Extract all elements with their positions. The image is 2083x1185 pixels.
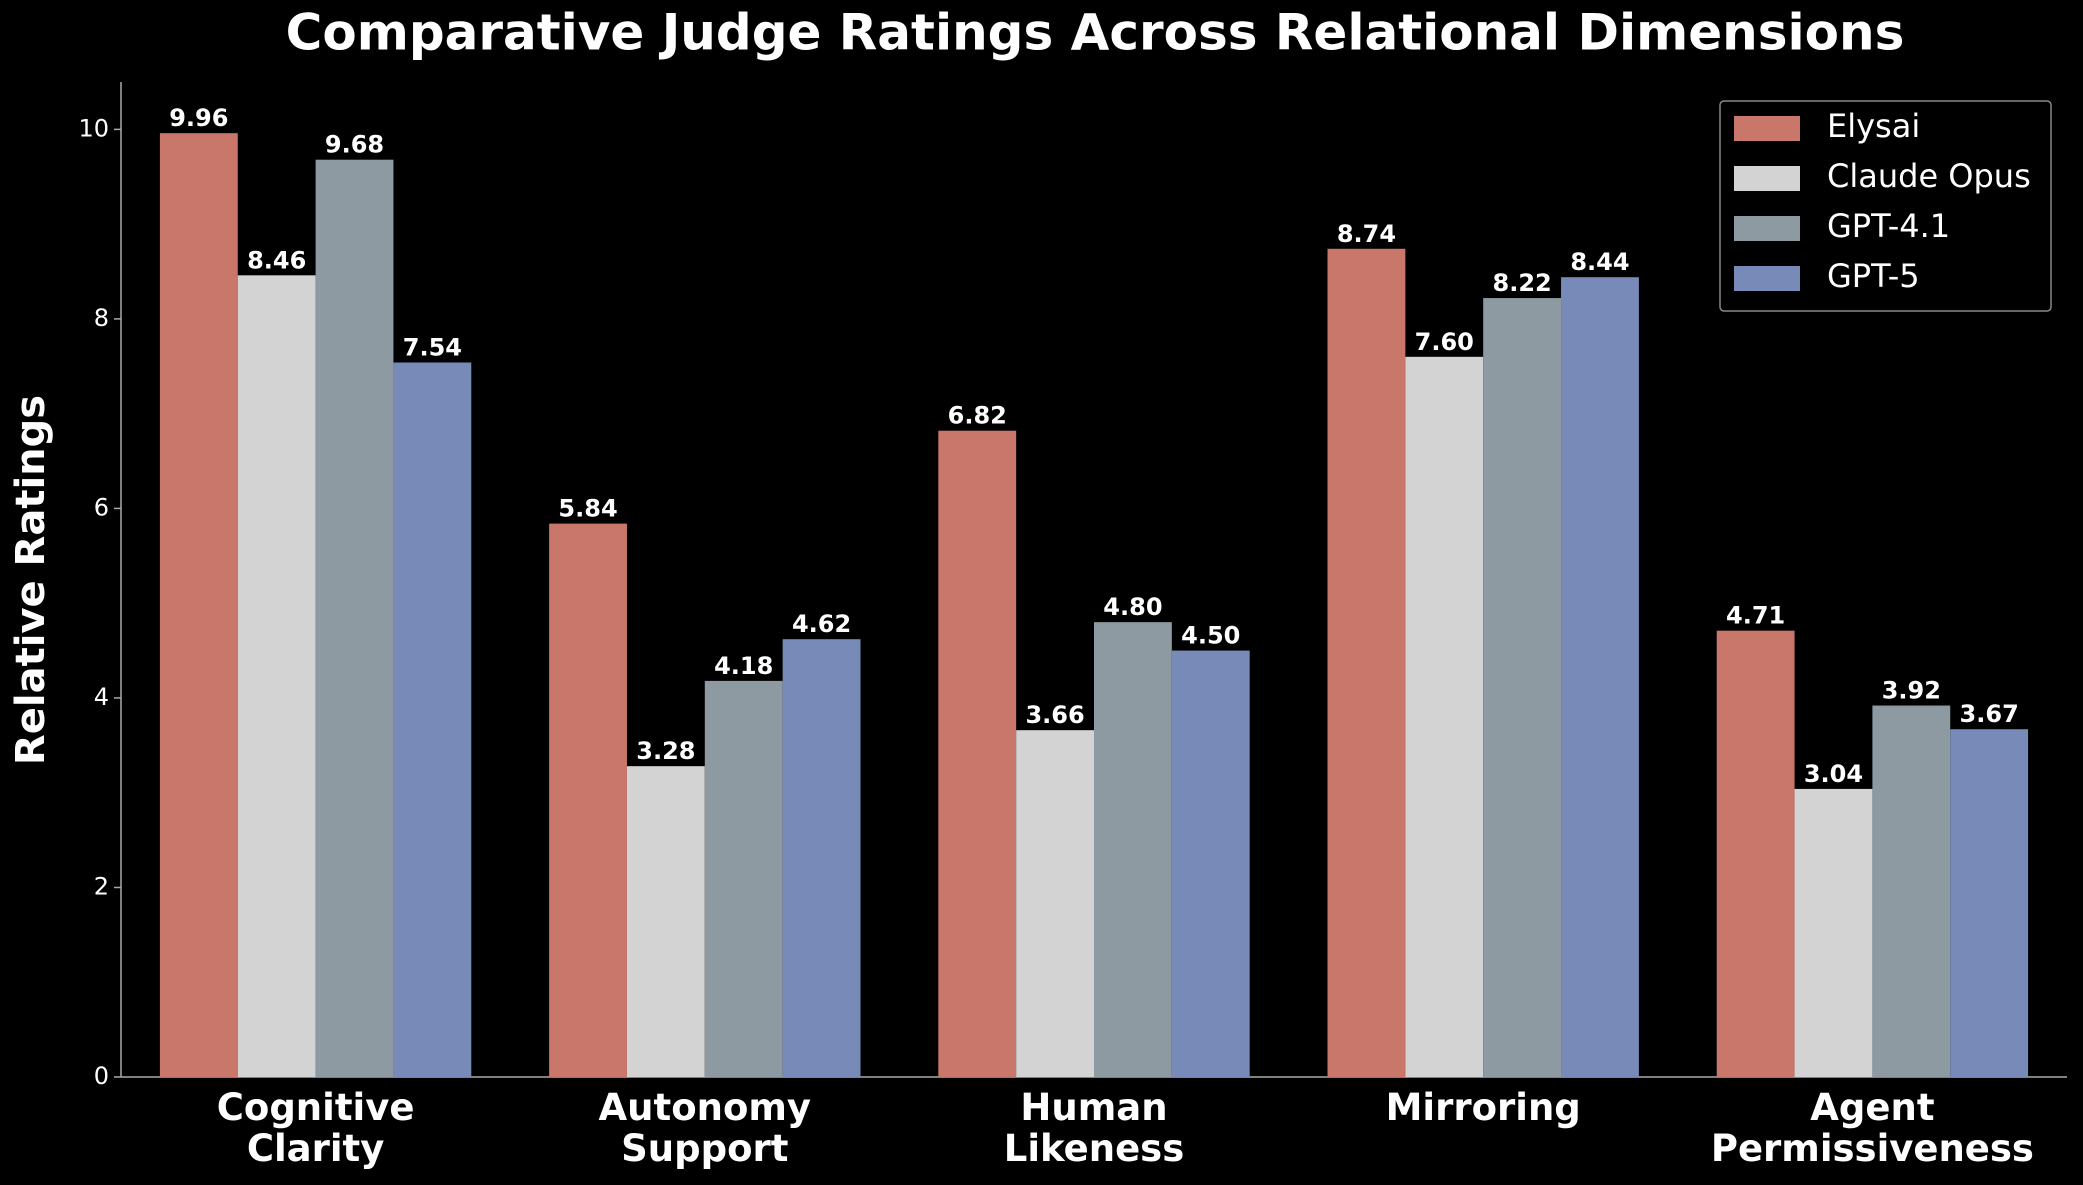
bar bbox=[237, 275, 316, 1077]
y-tick-label: 0 bbox=[94, 1062, 109, 1090]
y-tick-label: 2 bbox=[94, 872, 109, 900]
legend-swatch bbox=[1734, 216, 1800, 241]
value-label: 8.46 bbox=[247, 246, 306, 274]
bar bbox=[1794, 788, 1873, 1077]
bar bbox=[549, 523, 627, 1077]
value-label: 8.22 bbox=[1493, 269, 1552, 297]
value-label: 3.92 bbox=[1882, 677, 1941, 705]
bar bbox=[315, 159, 394, 1077]
x-tick-label: Mirroring bbox=[1385, 1086, 1581, 1129]
value-label: 8.44 bbox=[1570, 248, 1629, 276]
bar bbox=[1872, 705, 1951, 1077]
legend-label: Claude Opus bbox=[1827, 157, 2031, 195]
y-tick-label: 8 bbox=[94, 304, 109, 332]
bar bbox=[626, 766, 705, 1077]
x-tick-label: Autonomy Support bbox=[598, 1086, 812, 1170]
legend-label: Elysai bbox=[1827, 107, 1920, 145]
bar bbox=[782, 639, 861, 1077]
value-label: 3.66 bbox=[1025, 701, 1084, 729]
bar bbox=[1171, 650, 1250, 1077]
value-label: 7.54 bbox=[403, 333, 462, 361]
value-label: 8.74 bbox=[1337, 220, 1396, 248]
bar bbox=[1327, 248, 1406, 1077]
bar bbox=[1561, 277, 1639, 1077]
value-label: 9.68 bbox=[325, 131, 384, 159]
value-label: 4.62 bbox=[792, 610, 851, 638]
bar bbox=[159, 133, 238, 1077]
legend-box bbox=[1719, 100, 2052, 312]
value-label: 3.28 bbox=[636, 737, 695, 765]
x-tick-label: Human Likeness bbox=[1003, 1086, 1185, 1170]
value-label: 4.80 bbox=[1103, 593, 1162, 621]
legend-swatch bbox=[1734, 266, 1800, 291]
bar bbox=[393, 362, 472, 1077]
y-tick-label: 10 bbox=[78, 114, 109, 142]
value-label: 9.96 bbox=[169, 104, 228, 132]
value-label: 4.18 bbox=[714, 652, 773, 680]
value-label: 3.04 bbox=[1804, 760, 1863, 788]
x-tick-label: Agent Permissiveness bbox=[1710, 1086, 2034, 1170]
value-label: 6.82 bbox=[948, 402, 1007, 430]
bar bbox=[1483, 298, 1562, 1077]
y-tick-label: 6 bbox=[94, 493, 109, 521]
legend-label: GPT-5 bbox=[1827, 257, 1920, 295]
legend-swatch bbox=[1734, 166, 1800, 191]
bar bbox=[1094, 622, 1172, 1077]
bar bbox=[1405, 356, 1484, 1077]
legend-label: GPT-4.1 bbox=[1827, 207, 1950, 245]
bar bbox=[1716, 630, 1795, 1077]
bar bbox=[938, 430, 1017, 1077]
bar bbox=[1950, 729, 2029, 1077]
value-label: 5.84 bbox=[558, 495, 617, 523]
value-label: 7.60 bbox=[1415, 328, 1474, 356]
chart-title: Comparative Judge Ratings Across Relatio… bbox=[286, 4, 1905, 62]
x-tick-label: Cognitive Clarity bbox=[216, 1086, 415, 1170]
bar bbox=[704, 680, 783, 1077]
value-label: 4.71 bbox=[1726, 602, 1785, 630]
y-axis-label: Relative Ratings bbox=[8, 395, 54, 765]
value-label: 3.67 bbox=[1960, 700, 2019, 728]
legend-swatch bbox=[1734, 116, 1800, 141]
y-tick-label: 4 bbox=[94, 683, 109, 711]
bar bbox=[1016, 730, 1094, 1077]
value-label: 4.50 bbox=[1181, 622, 1240, 650]
